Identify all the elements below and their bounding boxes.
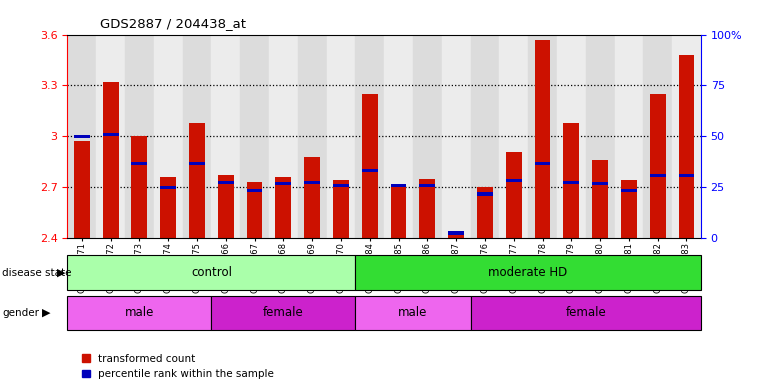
Bar bbox=[154, 35, 182, 238]
Bar bbox=[132, 162, 147, 165]
Bar bbox=[385, 35, 413, 238]
Bar bbox=[247, 182, 263, 238]
Bar bbox=[211, 296, 355, 330]
Text: GDS2887 / 204438_at: GDS2887 / 204438_at bbox=[100, 17, 246, 30]
Bar bbox=[189, 162, 205, 165]
Bar bbox=[420, 179, 435, 238]
Bar bbox=[326, 35, 355, 238]
Text: disease state: disease state bbox=[2, 268, 72, 278]
Bar bbox=[643, 35, 672, 238]
Bar bbox=[506, 152, 522, 238]
Bar bbox=[621, 180, 637, 238]
Bar bbox=[470, 296, 701, 330]
Text: ▶: ▶ bbox=[57, 268, 66, 278]
Bar bbox=[557, 35, 586, 238]
Bar bbox=[269, 35, 298, 238]
Bar bbox=[470, 35, 499, 238]
Bar bbox=[333, 180, 349, 238]
Text: control: control bbox=[191, 266, 232, 279]
Bar bbox=[592, 182, 608, 185]
Bar bbox=[672, 35, 701, 238]
Bar bbox=[247, 189, 263, 192]
Text: female: female bbox=[565, 306, 606, 319]
Bar bbox=[132, 136, 147, 238]
Bar bbox=[125, 35, 154, 238]
Bar bbox=[535, 40, 551, 238]
Bar bbox=[333, 184, 349, 187]
Bar bbox=[218, 175, 234, 238]
Legend: transformed count, percentile rank within the sample: transformed count, percentile rank withi… bbox=[82, 354, 274, 379]
Text: gender: gender bbox=[2, 308, 39, 318]
Bar bbox=[442, 35, 470, 238]
Bar bbox=[103, 133, 119, 136]
Bar bbox=[97, 35, 125, 238]
Bar bbox=[160, 186, 176, 189]
Bar bbox=[67, 35, 97, 238]
Bar bbox=[586, 35, 614, 238]
Bar bbox=[528, 35, 557, 238]
Bar bbox=[535, 162, 551, 165]
Bar bbox=[211, 35, 241, 238]
Bar bbox=[218, 180, 234, 184]
Bar bbox=[298, 35, 326, 238]
Text: male: male bbox=[125, 306, 154, 319]
Bar bbox=[477, 187, 493, 238]
Bar bbox=[160, 177, 176, 238]
Bar bbox=[448, 233, 464, 238]
Bar bbox=[304, 180, 320, 184]
Bar bbox=[355, 296, 470, 330]
Bar bbox=[650, 174, 666, 177]
Text: moderate HD: moderate HD bbox=[489, 266, 568, 279]
Bar bbox=[413, 35, 442, 238]
Bar bbox=[564, 123, 579, 238]
Bar bbox=[182, 35, 211, 238]
Bar bbox=[74, 135, 90, 138]
Text: male: male bbox=[398, 306, 427, 319]
Text: ▶: ▶ bbox=[42, 308, 51, 318]
Bar bbox=[614, 35, 643, 238]
Bar bbox=[67, 255, 355, 290]
Bar bbox=[420, 184, 435, 187]
Bar bbox=[189, 123, 205, 238]
Bar bbox=[679, 174, 695, 177]
Bar bbox=[448, 232, 464, 235]
Bar bbox=[506, 179, 522, 182]
Bar bbox=[592, 160, 608, 238]
Bar bbox=[103, 82, 119, 238]
Bar bbox=[621, 189, 637, 192]
Bar bbox=[391, 184, 407, 187]
Bar bbox=[276, 182, 291, 185]
Bar bbox=[276, 177, 291, 238]
Bar bbox=[362, 169, 378, 172]
Bar bbox=[67, 296, 211, 330]
Bar bbox=[679, 55, 695, 238]
Bar bbox=[391, 187, 407, 238]
Bar bbox=[355, 255, 701, 290]
Bar bbox=[355, 35, 385, 238]
Text: female: female bbox=[263, 306, 304, 319]
Bar bbox=[304, 157, 320, 238]
Bar bbox=[564, 180, 579, 184]
Bar bbox=[650, 94, 666, 238]
Bar bbox=[74, 141, 90, 238]
Bar bbox=[241, 35, 269, 238]
Bar bbox=[499, 35, 528, 238]
Bar bbox=[477, 192, 493, 195]
Bar bbox=[362, 94, 378, 238]
